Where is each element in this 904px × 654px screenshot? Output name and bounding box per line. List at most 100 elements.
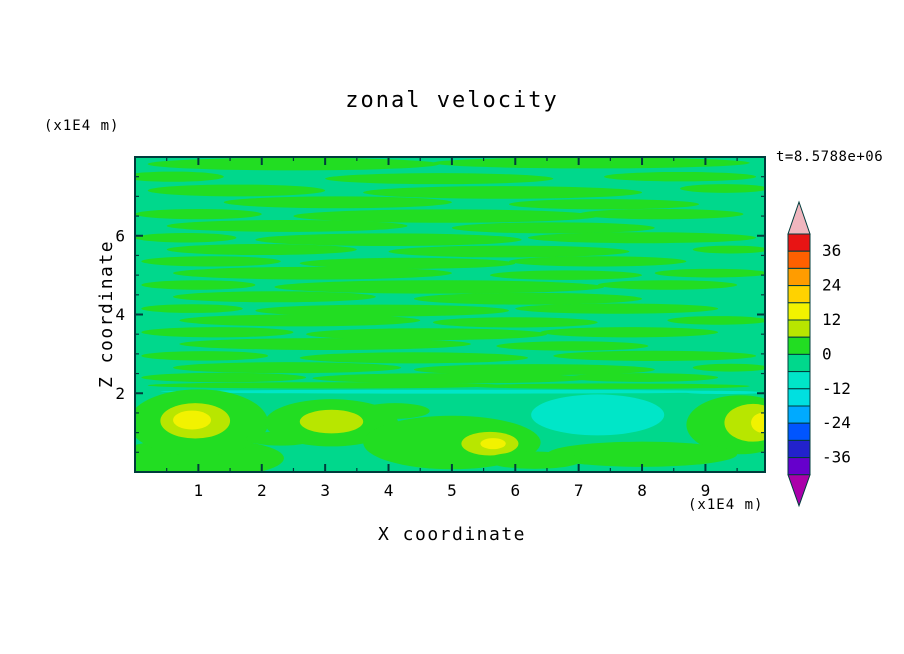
axis-ticks bbox=[135, 157, 765, 472]
colorbar-band bbox=[787, 285, 811, 304]
contour-blob bbox=[486, 451, 582, 469]
contour-blob bbox=[299, 352, 528, 364]
contour-blob bbox=[451, 222, 655, 234]
colorbar-band bbox=[787, 371, 811, 390]
colorbar-label: 0 bbox=[822, 344, 832, 363]
x-tick-label: 9 bbox=[701, 481, 711, 500]
contour-blob bbox=[293, 209, 598, 223]
x-tick-label: 4 bbox=[384, 481, 394, 500]
contour-blob bbox=[360, 403, 430, 419]
colorbar-band bbox=[787, 439, 811, 459]
contour-blob bbox=[724, 403, 765, 442]
contour-blob bbox=[654, 268, 765, 278]
contour-blob bbox=[312, 373, 592, 384]
contour-blob bbox=[546, 441, 738, 467]
contour-blob bbox=[160, 389, 744, 394]
colorbar-over-arrow bbox=[787, 200, 811, 235]
colorbar-under-arrow bbox=[787, 474, 811, 508]
colorbar-band bbox=[787, 388, 811, 407]
contour-blob bbox=[540, 327, 719, 338]
colorbar-band bbox=[787, 457, 811, 476]
colorbar-band bbox=[787, 267, 811, 287]
contour-blob bbox=[147, 157, 440, 171]
colorbar-label: -36 bbox=[822, 448, 851, 467]
colorbar-band bbox=[787, 302, 811, 321]
contour-blob bbox=[255, 304, 509, 317]
x-tick-label: 3 bbox=[320, 481, 330, 500]
contour-blob bbox=[141, 256, 281, 267]
contour-blob bbox=[597, 280, 738, 290]
contour-plot: 1 2 3 4 5 6 7 8 9 2 4 6 bbox=[115, 156, 766, 500]
contour-blob bbox=[686, 390, 763, 395]
colorbar-band bbox=[787, 405, 811, 424]
contour-blob bbox=[363, 186, 643, 199]
colorbar-band bbox=[787, 422, 811, 441]
contour-blob bbox=[496, 341, 649, 351]
x-axis-title: X coordinate bbox=[377, 524, 527, 545]
contour-blob bbox=[135, 171, 224, 182]
contour-blob bbox=[141, 351, 269, 361]
contour-blob bbox=[166, 244, 357, 256]
contour-blob bbox=[141, 280, 256, 290]
contour-blob bbox=[325, 173, 554, 185]
contour-blob bbox=[508, 256, 687, 267]
contour-field bbox=[135, 157, 765, 472]
contour-blob bbox=[531, 394, 665, 436]
colorbar-band bbox=[787, 233, 811, 252]
contour-blob bbox=[413, 292, 643, 305]
y-tick-label: 4 bbox=[115, 305, 125, 324]
contour-blob bbox=[565, 373, 719, 382]
colorbar-label: 24 bbox=[822, 276, 841, 295]
x-tick-label: 6 bbox=[510, 481, 520, 500]
contour-blob bbox=[306, 328, 547, 341]
contour-blob bbox=[179, 314, 421, 327]
contour-blob bbox=[299, 257, 516, 269]
y-tick-label: 2 bbox=[115, 384, 125, 403]
colorbar-label: -12 bbox=[822, 379, 851, 398]
contour-blob bbox=[553, 350, 757, 361]
contour-blob bbox=[166, 220, 408, 232]
colorbar-band bbox=[787, 336, 811, 355]
contour-blob bbox=[751, 412, 765, 434]
colorbar-band bbox=[787, 319, 811, 338]
contour-blob bbox=[578, 208, 744, 220]
contour-blob bbox=[274, 280, 605, 294]
contour-blob bbox=[480, 438, 506, 450]
y-tick-label: 6 bbox=[115, 226, 125, 245]
contour-blob bbox=[470, 383, 750, 389]
contour-blob bbox=[173, 291, 376, 303]
colorbar: 36 24 12 0 -12 -24 -36 bbox=[787, 200, 851, 508]
contour-blob bbox=[147, 184, 326, 197]
contour-blob bbox=[299, 409, 364, 434]
contour-blob bbox=[527, 232, 757, 244]
contour-blob bbox=[141, 304, 243, 313]
x-tick-label: 5 bbox=[447, 481, 457, 500]
contour-blob bbox=[135, 208, 262, 220]
colorbar-band bbox=[787, 250, 811, 269]
contour-blob bbox=[141, 327, 294, 338]
contour-blob bbox=[135, 232, 237, 243]
contour-blob bbox=[692, 245, 765, 254]
x-axis-unit-label: (x1E4 m) bbox=[688, 497, 764, 513]
x-tick-label: 8 bbox=[637, 481, 647, 500]
contour-blob bbox=[667, 316, 765, 325]
contour-blob bbox=[680, 184, 765, 193]
contour-blob bbox=[255, 233, 522, 246]
contour-blob bbox=[245, 431, 316, 446]
contour-blob bbox=[388, 245, 630, 258]
x-tick-label: 7 bbox=[574, 481, 584, 500]
colorbar-band bbox=[787, 353, 811, 373]
contour-blob bbox=[147, 382, 503, 389]
contour-blob bbox=[515, 303, 719, 314]
contour-blob bbox=[173, 266, 452, 280]
contour-blob bbox=[173, 410, 212, 430]
contour-blob bbox=[141, 372, 307, 383]
contour-blob bbox=[432, 317, 598, 328]
contour-blob bbox=[173, 362, 402, 374]
x-tick-label: 2 bbox=[257, 481, 267, 500]
colorbar-label: 36 bbox=[822, 241, 841, 260]
contour-blob bbox=[604, 171, 757, 182]
contour-blob bbox=[508, 199, 700, 210]
timestamp-label: t=8.5788e+06 bbox=[776, 149, 884, 165]
